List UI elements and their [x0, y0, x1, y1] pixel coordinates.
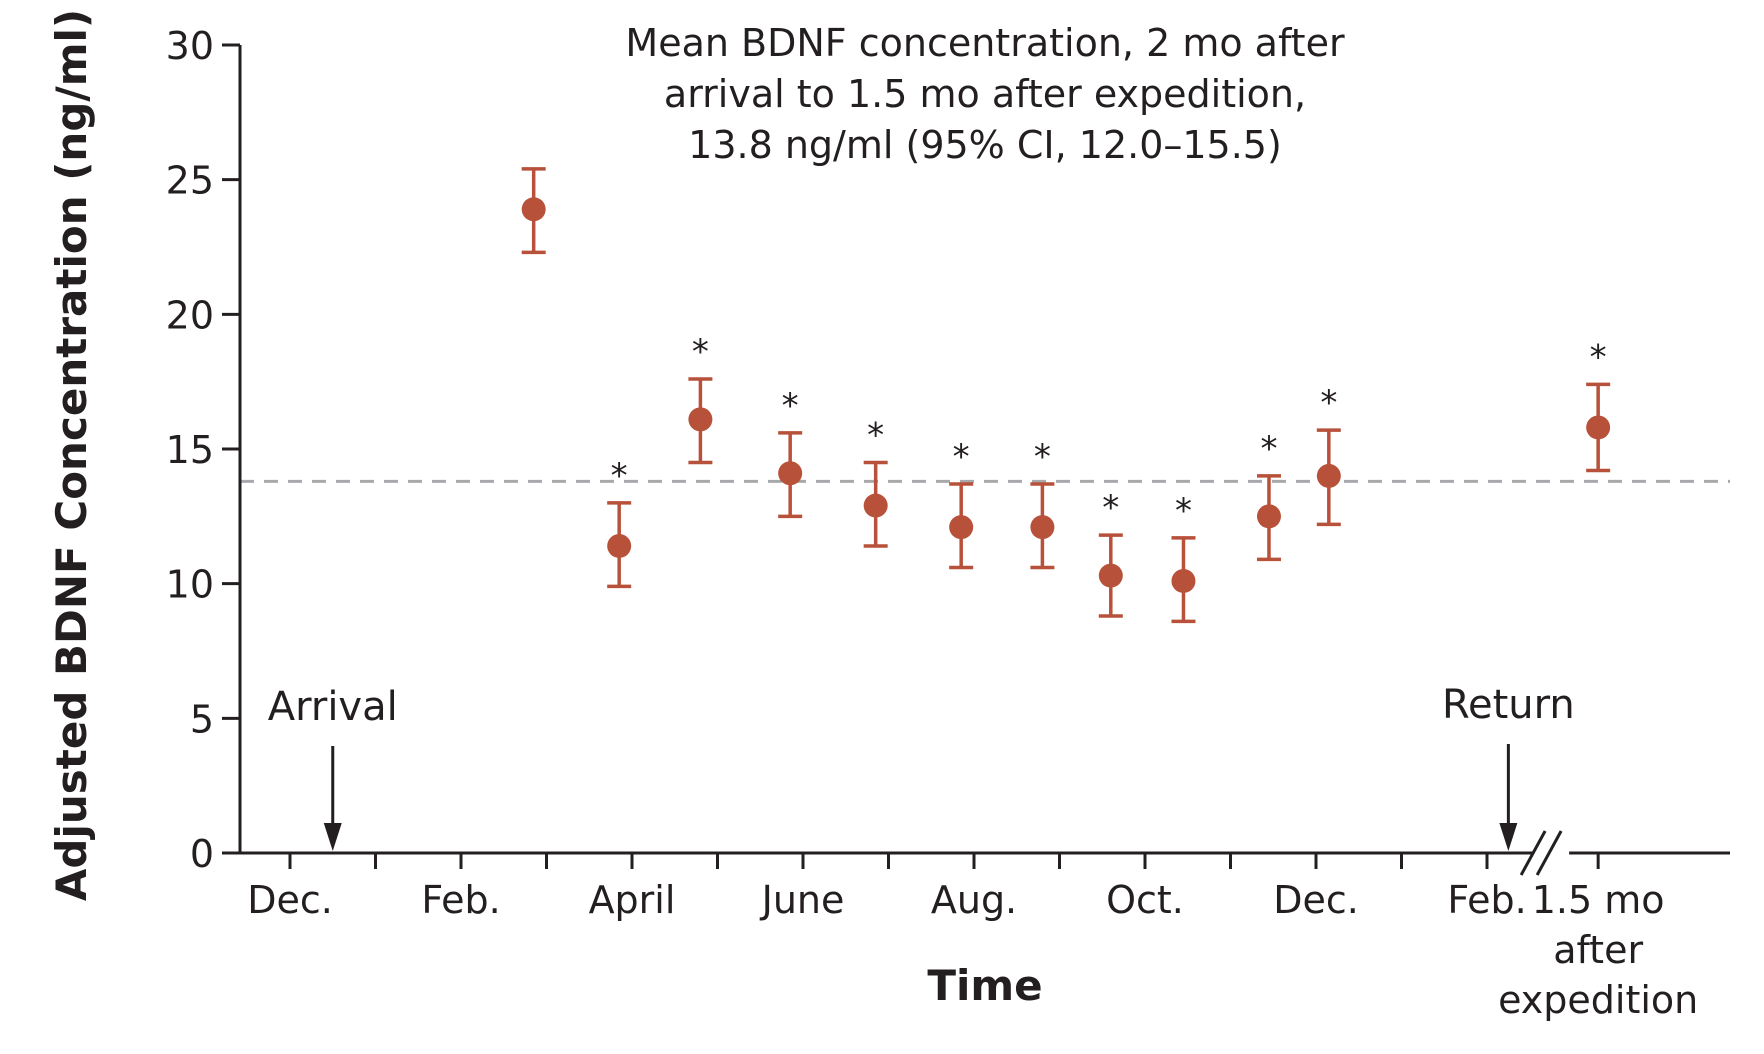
- data-point-group: *: [688, 332, 713, 465]
- x-tick-label: Oct.: [1106, 878, 1184, 922]
- x-tick-label: April: [589, 878, 676, 922]
- data-point-group: *: [1171, 491, 1196, 624]
- axis-layer: Time Adjusted BDNF Concentration (ng/ml)…: [47, 9, 1730, 1022]
- data-point-group: *: [1098, 488, 1123, 618]
- y-tick-label: 10: [166, 563, 214, 607]
- significance-marker: *: [1175, 491, 1192, 531]
- significance-marker: *: [867, 415, 884, 455]
- data-point: [1171, 568, 1196, 593]
- data-point-group: *: [1316, 383, 1341, 527]
- x-tick-label: Feb.: [421, 878, 500, 922]
- significance-marker: *: [782, 386, 799, 426]
- data-point-group: *: [863, 415, 888, 548]
- data-point: [1030, 515, 1055, 540]
- y-tick-label: 30: [166, 24, 214, 68]
- significance-marker: *: [692, 332, 709, 372]
- significance-marker: *: [1034, 437, 1051, 477]
- data-point: [688, 407, 713, 432]
- data-point-group: *: [778, 386, 803, 519]
- x-tick-label-line: expedition: [1498, 978, 1698, 1022]
- significance-marker: *: [611, 456, 628, 496]
- y-tick-label: 15: [166, 428, 214, 472]
- significance-marker: *: [1590, 337, 1607, 377]
- axis-break-gap: [1533, 847, 1570, 859]
- y-axis-title: Adjusted BDNF Concentration (ng/ml): [47, 9, 96, 901]
- event-arrow-head: [1499, 823, 1518, 851]
- data-point-group: *: [1586, 337, 1611, 473]
- mean-note-line: arrival to 1.5 mo after expedition,: [664, 72, 1306, 116]
- y-tick-label: 20: [166, 293, 214, 337]
- significance-marker: *: [1102, 488, 1119, 528]
- x-tick-label-line: 1.5 mo: [1532, 878, 1665, 922]
- significance-marker: *: [953, 437, 970, 477]
- data-point-group: *: [1256, 429, 1281, 562]
- data-point: [521, 197, 546, 222]
- x-tick-label: June: [760, 878, 845, 922]
- event-arrow-head: [323, 823, 342, 851]
- x-tick-label: Dec.: [247, 878, 333, 922]
- data-points: * * * * * * * * * * *: [521, 167, 1611, 624]
- data-point-group: *: [607, 456, 632, 589]
- data-point: [1098, 563, 1123, 588]
- event-label: Return: [1442, 682, 1575, 728]
- mean-note-line: Mean BDNF concentration, 2 mo after: [625, 21, 1345, 65]
- data-point: [778, 461, 803, 486]
- mean-note-line: 13.8 ng/ml (95% CI, 12.0–15.5): [688, 123, 1282, 167]
- data-point: [1316, 463, 1341, 488]
- x-tick-label: 1.5 mo after expedition: [1498, 878, 1698, 1022]
- x-tick-label: Feb.: [1447, 878, 1526, 922]
- reference-note: Mean BDNF concentration, 2 mo after arriv…: [625, 21, 1345, 167]
- data-point-group: *: [1030, 437, 1055, 570]
- x-tick-label-line: after: [1553, 928, 1643, 972]
- event-markers: Arrival Return: [268, 682, 1575, 851]
- event-label: Arrival: [268, 684, 398, 730]
- axis-break-mark: [1519, 830, 1547, 876]
- data-point: [1256, 504, 1281, 529]
- significance-marker: *: [1320, 383, 1337, 423]
- x-tick-label: Aug.: [931, 878, 1017, 922]
- x-axis-title: Time: [927, 961, 1042, 1010]
- axis-break-mark: [1535, 830, 1563, 876]
- data-point-group: [521, 167, 546, 255]
- significance-marker: *: [1260, 429, 1277, 469]
- data-point: [607, 533, 632, 558]
- data-point: [949, 515, 974, 540]
- y-tick-label: 25: [166, 159, 214, 203]
- y-tick-label: 0: [190, 832, 214, 876]
- y-tick-label: 5: [190, 697, 214, 741]
- x-tick-label: Dec.: [1273, 878, 1359, 922]
- data-point-group: *: [949, 437, 974, 570]
- data-point: [1586, 415, 1611, 440]
- data-point: [863, 493, 888, 518]
